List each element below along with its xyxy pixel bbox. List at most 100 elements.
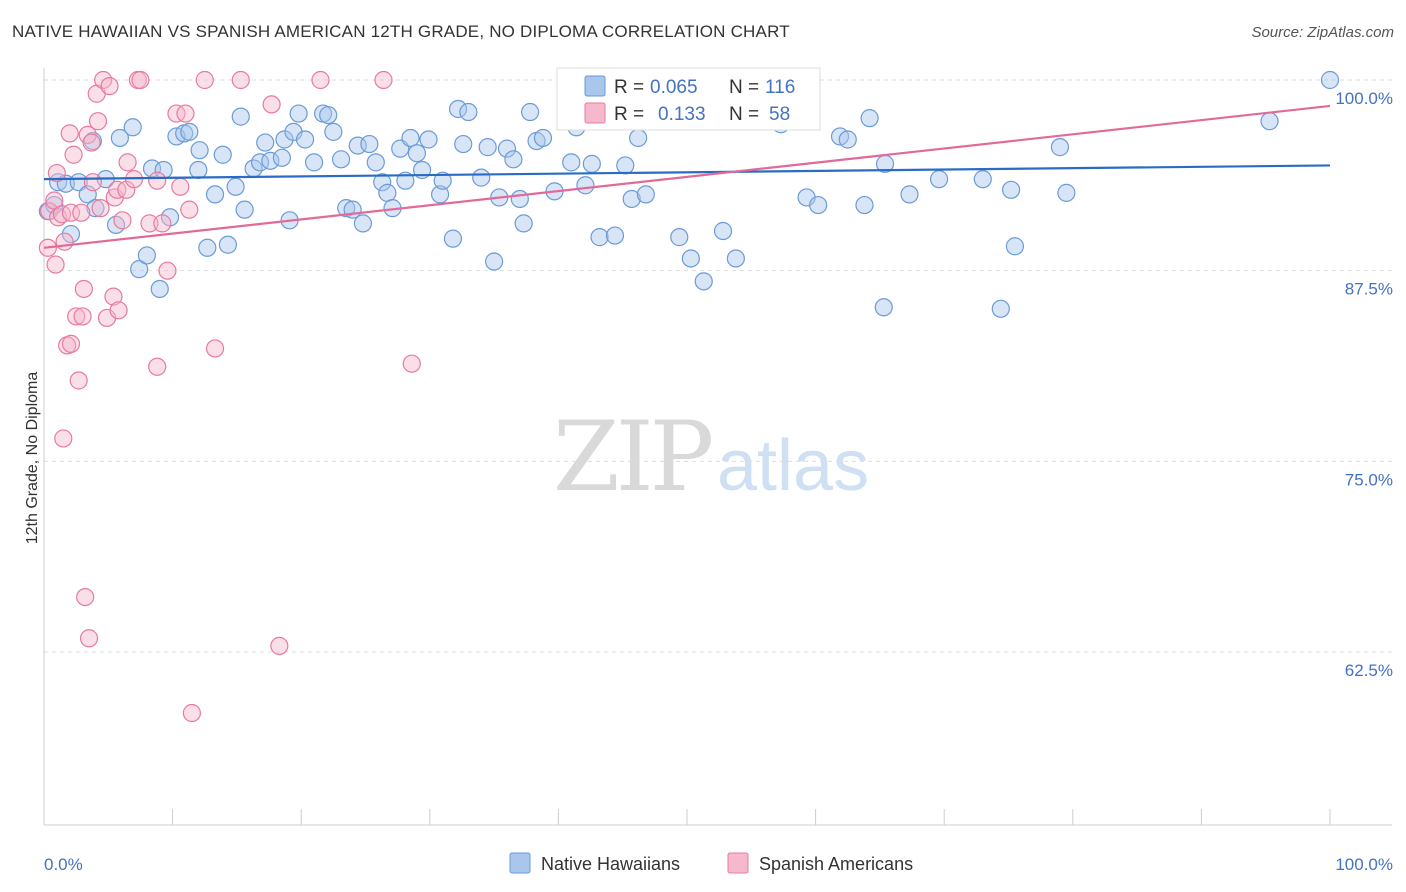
point-native-hawaiian [205,185,225,204]
y-tick-labels: 62.5% 75.0% 87.5% 100.0% [1335,89,1393,680]
point-native-hawaiian [231,107,250,126]
legend-r-label-pink: R = [614,104,644,125]
legend-r-value-blue: 0.065 [650,77,698,98]
source-label: Source: ZipAtlas.com [1251,24,1394,41]
point-native-hawaiian [504,150,523,169]
point-native-hawaiian [472,168,491,187]
point-native-hawaiian [533,128,553,148]
point-native-hawaiian [378,183,397,202]
point-native-hawaiian [443,229,463,248]
point-spanish-american [73,307,92,326]
point-spanish-american [231,70,250,90]
x-tick-label: 0.0% [44,855,83,874]
point-spanish-american [61,334,81,353]
legend-r-value-pink: 0.133 [658,104,706,125]
point-native-hawaiian [353,214,373,233]
series-legend: Native Hawaiians Spanish Americans [509,852,913,874]
point-spanish-american [72,203,91,222]
point-native-hawaiian [61,224,81,244]
point-spanish-american [148,357,167,376]
point-spanish-american [148,171,167,190]
point-native-hawaiian [235,200,254,219]
point-native-hawaiian [373,173,392,192]
point-spanish-american [205,339,225,358]
y-axis-label: 12th Grade, No Diploma [24,372,41,545]
point-native-hawaiian [331,150,351,169]
point-spanish-american [82,133,101,152]
point-native-hawaiian [929,170,949,189]
point-spanish-american [74,279,93,299]
point-spanish-american [176,104,195,123]
axes [43,68,1392,826]
trend-lines [43,104,1331,249]
point-spanish-american [54,429,73,448]
point-native-hawaiian [226,177,245,196]
point-spanish-american [64,145,83,164]
point-native-hawaiian [319,105,338,125]
point-spanish-american [171,177,190,196]
point-native-hawaiian [360,134,379,154]
point-spanish-american [61,203,81,222]
point-native-hawaiian [189,160,208,180]
point-spanish-american [195,70,214,90]
legend-n-value-pink: 58 [769,104,790,125]
point-native-hawaiian [180,122,199,141]
point-spanish-american [88,112,108,131]
trend-line-native-hawaiians [43,164,1331,181]
trend-line-spanish-americans [43,104,1331,249]
point-native-hawaiian [514,214,533,233]
point-spanish-american [100,77,119,96]
legend-swatch-blue [584,75,606,97]
point-native-hawaiian [838,130,857,149]
point-spanish-american [270,636,289,655]
point-native-hawaiian [430,185,450,204]
point-spanish-american [79,629,99,648]
point-spanish-american [118,153,137,172]
point-spanish-american [46,255,65,274]
point-spanish-american [69,371,88,390]
point-spanish-american [45,191,64,210]
point-spanish-american [113,211,132,230]
point-spanish-american [55,232,74,251]
gridlines [44,79,1392,653]
chart-title: NATIVE HAWAIIAN VS SPANISH AMERICAN 12TH… [12,22,790,41]
point-native-hawaiian [110,128,129,148]
point-native-hawaiian [1050,138,1070,157]
point-native-hawaiian [485,252,504,271]
point-native-hawaiian [855,195,874,215]
point-spanish-american [104,287,123,306]
point-native-hawaiian [137,246,156,265]
point-native-hawaiian [1001,180,1021,199]
point-native-hawaiian [150,279,169,299]
y-tick-label: 62.5% [1345,661,1393,680]
point-native-hawaiian [478,138,497,157]
point-native-hawaiian [629,128,648,148]
point-spanish-american [83,173,102,192]
point-spanish-american [158,261,177,280]
y-tick-label: 87.5% [1345,280,1393,299]
point-native-hawaiian [605,226,625,245]
bottom-legend-label-pink: Spanish Americans [759,854,913,874]
point-native-hawaiian [1260,112,1279,131]
point-native-hawaiian [337,199,356,218]
point-native-hawaiian [86,199,105,218]
point-spanish-american [402,354,421,373]
series-spanish-americans [38,70,421,723]
point-native-hawaiian [295,130,315,149]
point-native-hawaiian [590,228,609,247]
point-native-hawaiian [713,221,733,241]
point-native-hawaiian [582,154,601,173]
point-native-hawaiian [1320,70,1340,90]
point-native-hawaiian [459,102,478,122]
watermark-zip: ZIP [553,401,712,513]
point-spanish-american [311,70,330,90]
legend-n-label-blue: N = [729,77,759,98]
point-spanish-american [374,70,393,90]
bottom-legend-label-blue: Native Hawaiians [541,854,680,874]
point-native-hawaiian [521,102,540,122]
legend-n-label-pink: N = [729,104,759,125]
point-spanish-american [262,95,281,114]
bottom-legend-swatch-pink [727,852,749,874]
point-native-hawaiian [860,109,879,128]
x-tick-labels: 0.0% 100.0% [44,855,1393,874]
